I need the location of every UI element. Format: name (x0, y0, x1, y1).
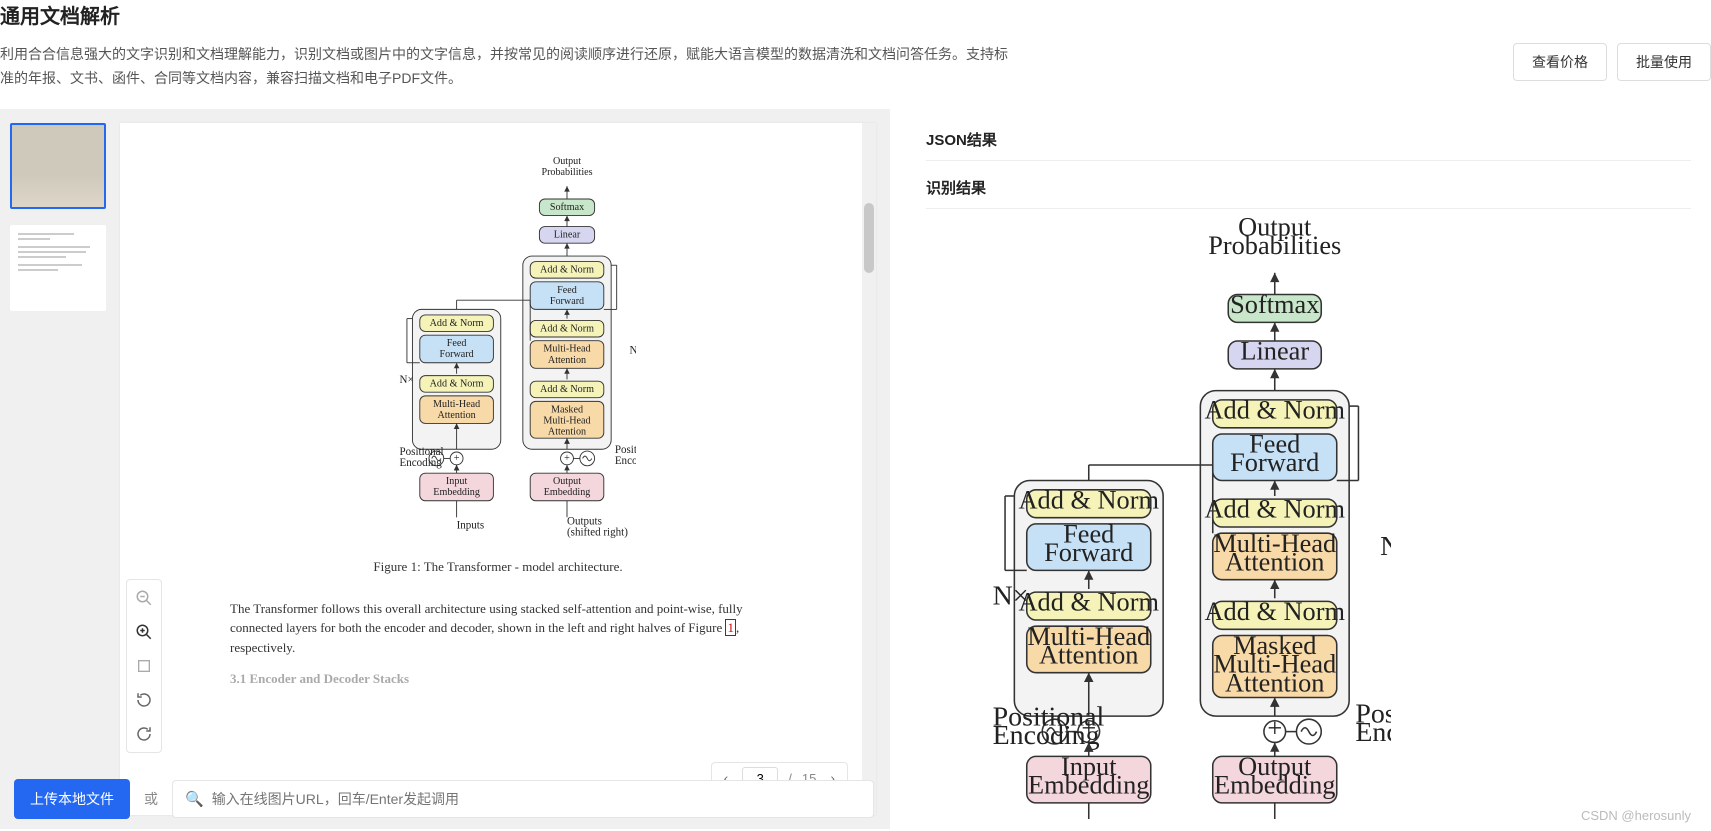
search-icon: 🔍 (185, 790, 204, 808)
svg-text:+: + (454, 453, 460, 464)
svg-text:Feed: Feed (447, 338, 467, 349)
svg-text:+: + (564, 453, 570, 464)
svg-text:Multi-Head: Multi-Head (433, 399, 480, 410)
svg-text:Attention: Attention (1225, 547, 1324, 576)
page-title: 通用文档解析 (0, 0, 1711, 29)
document-panel: OutputProbabilitiesSoftmaxLinearAdd & No… (0, 109, 890, 829)
svg-text:Forward: Forward (1044, 538, 1133, 567)
tab-json[interactable]: JSON结果 (926, 119, 997, 160)
upload-bar: 上传本地文件 或 🔍 (14, 779, 874, 819)
svg-text:Output: Output (553, 156, 581, 167)
svg-text:N×: N× (630, 344, 636, 356)
or-label: 或 (144, 789, 158, 809)
svg-text:Add & Norm: Add & Norm (540, 264, 594, 275)
svg-text:Feed: Feed (557, 284, 577, 295)
svg-text:Add & Norm: Add & Norm (1205, 395, 1346, 424)
svg-text:N×: N× (400, 374, 414, 386)
watermark: CSDN @herosunly (1581, 808, 1691, 823)
svg-text:Encoding: Encoding (615, 455, 636, 467)
svg-text:Softmax: Softmax (550, 202, 584, 213)
svg-text:Add & Norm: Add & Norm (1205, 597, 1346, 626)
viewer-toolbar (126, 579, 162, 753)
svg-text:Encoding: Encoding (1355, 716, 1391, 747)
svg-text:Masked: Masked (551, 404, 583, 415)
svg-text:Inputs: Inputs (457, 519, 485, 531)
thumbnail-2[interactable] (10, 225, 106, 311)
svg-text:Attention: Attention (1039, 640, 1138, 669)
svg-text:+: + (1267, 713, 1282, 742)
fit-icon[interactable] (132, 654, 156, 678)
svg-text:Linear: Linear (554, 229, 581, 240)
svg-text:Add & Norm: Add & Norm (430, 378, 484, 389)
svg-text:Softmax: Softmax (1230, 290, 1319, 319)
result-tabs: JSON结果 (926, 119, 1691, 161)
url-input[interactable] (212, 791, 861, 807)
svg-text:Add & Norm: Add & Norm (540, 323, 594, 334)
svg-text:Forward: Forward (1230, 448, 1319, 477)
pricing-button[interactable]: 查看价格 (1513, 43, 1607, 81)
svg-text:Add & Norm: Add & Norm (1019, 485, 1160, 514)
svg-text:Multi-Head: Multi-Head (543, 343, 590, 354)
page-header: 通用文档解析 利用合合信息强大的文字识别和文档理解能力，识别文档或图片中的文字信… (0, 0, 1711, 109)
svg-text:Attention: Attention (548, 426, 586, 437)
svg-text:Multi-Head: Multi-Head (543, 415, 590, 426)
thumbnail-1[interactable] (10, 123, 106, 209)
svg-text:Probabilities: Probabilities (1208, 231, 1341, 260)
thumbnail-column (0, 109, 116, 829)
result-panel: JSON结果 识别结果 OutputProbabilitiesSoftmaxLi… (890, 109, 1711, 829)
svg-text:Forward: Forward (550, 295, 584, 306)
svg-text:Add & Norm: Add & Norm (540, 384, 594, 395)
svg-text:N×: N× (993, 580, 1029, 611)
svg-text:Attention: Attention (1225, 668, 1324, 697)
svg-text:Encoding: Encoding (400, 456, 443, 468)
svg-text:Embedding: Embedding (1028, 770, 1149, 799)
svg-text:Add & Norm: Add & Norm (1205, 494, 1346, 523)
figure-body-text: The Transformer follows this overall arc… (230, 599, 766, 658)
scrollbar[interactable] (862, 123, 876, 815)
svg-text:Probabilities: Probabilities (541, 167, 592, 178)
svg-text:Output: Output (553, 476, 581, 487)
svg-text:Add & Norm: Add & Norm (1019, 587, 1160, 616)
svg-text:Linear: Linear (1240, 336, 1309, 365)
url-input-container[interactable]: 🔍 (172, 780, 874, 818)
svg-text:Add & Norm: Add & Norm (430, 318, 484, 329)
transformer-diagram-large: OutputProbabilitiesSoftmaxLinearAdd & No… (926, 217, 1391, 819)
svg-text:N×: N× (1380, 530, 1391, 561)
svg-text:Input: Input (446, 476, 468, 487)
svg-text:(shifted right): (shifted right) (567, 526, 628, 538)
svg-text:Attention: Attention (438, 410, 476, 421)
rotate-left-icon[interactable] (132, 688, 156, 712)
svg-text:Embedding: Embedding (544, 487, 591, 498)
transformer-diagram-small: OutputProbabilitiesSoftmaxLinearAdd & No… (360, 153, 636, 539)
page-description: 利用合合信息强大的文字识别和文档理解能力，识别文档或图片中的文字信息，并按常见的… (0, 43, 1020, 91)
result-view: OutputProbabilitiesSoftmaxLinearAdd & No… (926, 209, 1691, 819)
document-viewer[interactable]: OutputProbabilitiesSoftmaxLinearAdd & No… (120, 123, 876, 815)
figure-caption: Figure 1: The Transformer - model archit… (230, 559, 766, 575)
svg-text:Embedding: Embedding (1214, 770, 1335, 799)
section-heading: 3.1 Encoder and Decoder Stacks (230, 671, 766, 687)
batch-use-button[interactable]: 批量使用 (1617, 43, 1711, 81)
zoom-out-icon[interactable] (132, 586, 156, 610)
svg-text:Encoding: Encoding (993, 720, 1100, 751)
result-subheader: 识别结果 (926, 167, 1691, 209)
svg-text:Embedding: Embedding (433, 487, 480, 498)
zoom-in-icon[interactable] (132, 620, 156, 644)
svg-text:Forward: Forward (439, 349, 473, 360)
svg-text:Attention: Attention (548, 354, 586, 365)
rotate-right-icon[interactable] (132, 722, 156, 746)
upload-button[interactable]: 上传本地文件 (14, 779, 130, 819)
